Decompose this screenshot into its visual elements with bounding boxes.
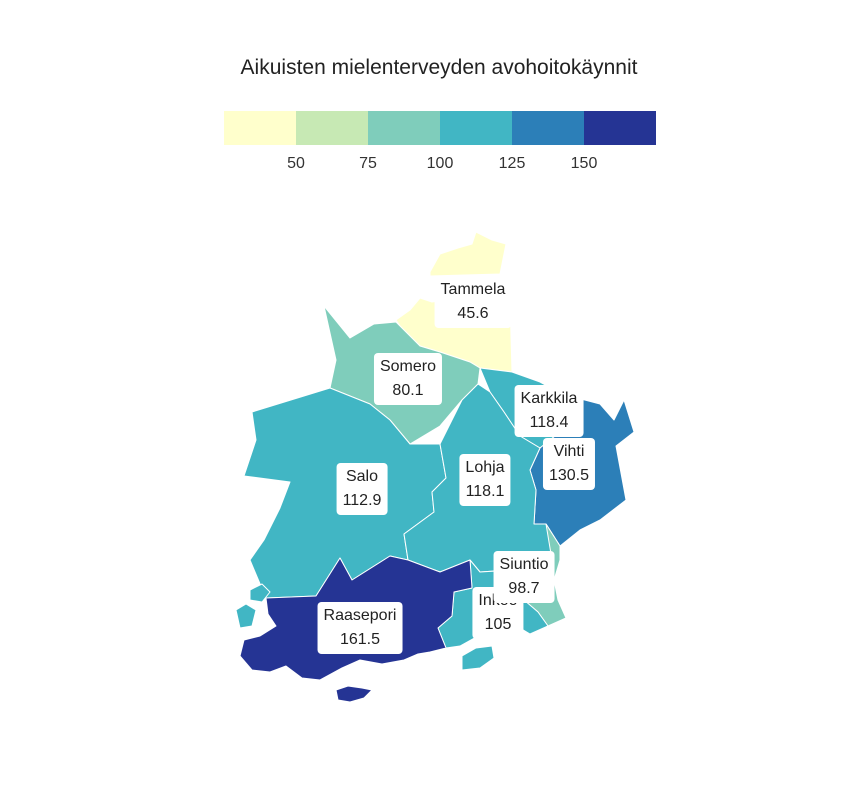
label-siuntio: Siuntio 98.7 — [493, 551, 555, 603]
map-title: Aikuisten mielenterveyden avohoitokäynni… — [240, 56, 638, 79]
legend-swatch-1 — [224, 111, 296, 145]
label-vihti-value: 130.5 — [548, 467, 590, 484]
legend-swatch-4 — [440, 111, 512, 145]
label-salo-name: Salo — [345, 468, 379, 485]
label-vihti: Vihti 130.5 — [542, 438, 596, 490]
legend-tick-125: 125 — [498, 155, 526, 172]
label-siuntio-value: 98.7 — [508, 580, 540, 597]
label-siuntio-name: Siuntio — [499, 556, 549, 573]
label-karkkila-name: Karkkila — [520, 390, 578, 407]
label-somero-value: 80.1 — [392, 382, 424, 399]
color-legend — [224, 111, 656, 145]
coastal-islands — [235, 583, 271, 629]
label-raasepori-name: Raasepori — [323, 607, 397, 624]
label-karkkila-value: 118.4 — [529, 414, 569, 431]
legend-tick-100: 100 — [426, 155, 454, 172]
label-salo-value: 112.9 — [342, 492, 382, 509]
legend-swatch-2 — [296, 111, 368, 145]
legend-tick-50: 50 — [287, 155, 305, 172]
label-lohja-value: 118.1 — [465, 483, 505, 500]
label-tammela-value: 45.6 — [457, 305, 489, 322]
label-tammela: Tammela 45.6 — [434, 276, 512, 328]
label-somero-name: Somero — [379, 358, 437, 375]
label-lohja: Lohja 118.1 — [459, 454, 511, 506]
legend-swatch-3 — [368, 111, 440, 145]
legend-swatch-5 — [512, 111, 584, 145]
label-lohja-name: Lohja — [465, 459, 505, 476]
label-raasepori-value: 161.5 — [339, 631, 381, 648]
label-somero: Somero 80.1 — [373, 353, 443, 405]
label-vihti-name: Vihti — [553, 443, 585, 460]
label-tammela-name: Tammela — [440, 281, 506, 298]
legend-tick-150: 150 — [570, 155, 598, 172]
label-salo: Salo 112.9 — [336, 463, 388, 515]
legend-swatch-6 — [584, 111, 656, 145]
legend-tick-75: 75 — [359, 155, 377, 172]
label-karkkila: Karkkila 118.4 — [514, 385, 584, 437]
label-raasepori: Raasepori 161.5 — [317, 602, 403, 654]
label-inkoo-value: 105 — [484, 616, 512, 633]
